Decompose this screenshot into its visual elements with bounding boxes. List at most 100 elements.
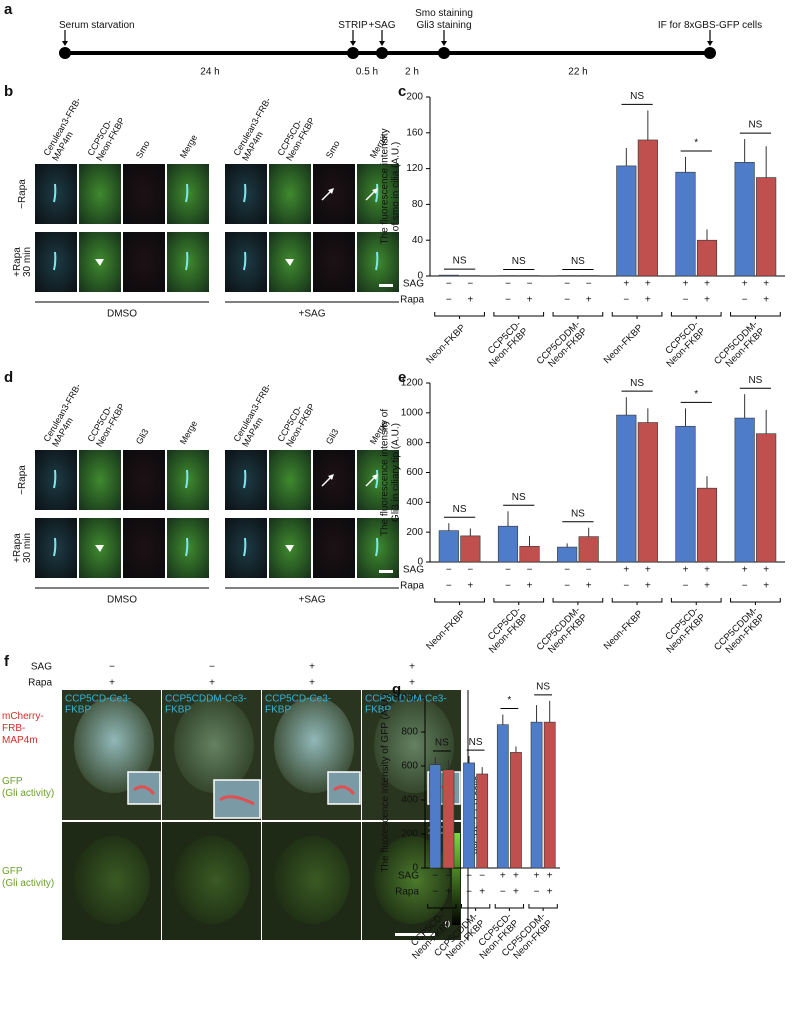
y-tick-label: 1000 (401, 407, 424, 418)
category-bracket (494, 598, 544, 605)
category-bracket (529, 904, 557, 911)
condition-sign: + (409, 678, 415, 689)
condition-sign: − (623, 581, 629, 592)
row-label-line: GFP (2, 866, 23, 877)
event-arrowhead (707, 41, 713, 46)
cell (74, 836, 150, 924)
condition-sign: + (586, 581, 592, 592)
row-label: −Rapa (17, 465, 28, 495)
condition-sign: − (467, 279, 473, 290)
x-tick-label: CCP5CDDM-Neon-FKBP (534, 605, 589, 660)
group-label: +SAG (299, 309, 326, 320)
condition-sign: − (446, 279, 452, 290)
category-bracket (671, 312, 721, 319)
condition-sign: + (704, 279, 710, 290)
row-label: Rapa (400, 295, 424, 306)
condition-sign: − (564, 581, 570, 592)
significance-label: NS (630, 91, 644, 102)
condition-sign: + (683, 279, 689, 290)
bar (477, 774, 488, 868)
y-tick-label: 800 (406, 437, 423, 448)
significance-label: NS (453, 256, 467, 267)
condition-sign: − (467, 565, 473, 576)
category-bracket (461, 904, 489, 911)
condition-sign: − (446, 871, 452, 882)
bar (617, 166, 637, 276)
category-bracket (612, 312, 662, 319)
condition-sign: + (513, 887, 519, 898)
condition-sign: + (467, 581, 473, 592)
timeline-event (376, 47, 388, 59)
significance-label: NS (435, 738, 449, 749)
event-label: +SAG (369, 20, 396, 31)
column-label: Merge (178, 133, 199, 160)
column-label: Cerulean3-FRB-MAP4m (232, 96, 282, 163)
bar (497, 725, 508, 868)
bar (463, 763, 474, 868)
x-tick-label-line: Neon-FKBP (424, 608, 468, 652)
condition-sign: − (466, 887, 472, 898)
micrograph (313, 450, 355, 510)
cell (174, 836, 250, 924)
condition-sign: + (742, 565, 748, 576)
condition-sign: + (513, 871, 519, 882)
x-tick-label: CCP5CD-Neon-FKBP (479, 605, 530, 656)
row-label: SAG (31, 662, 52, 673)
panel-letter: b (4, 83, 13, 100)
row-label: mCherry-FRB-MAP4m (2, 711, 44, 746)
y-tick-label: 80 (412, 199, 424, 210)
timeline-event (704, 47, 716, 59)
condition-sign: + (645, 279, 651, 290)
row-label-line: −Rapa (17, 465, 28, 495)
bar (756, 434, 776, 562)
event-arrowhead (62, 41, 68, 46)
bar (443, 770, 454, 868)
bar (557, 547, 577, 562)
y-tick-label: 40 (412, 235, 424, 246)
significance-label: NS (630, 378, 644, 389)
y-tick-label: 800 (401, 727, 418, 738)
bar (697, 240, 717, 276)
condition-sign: + (763, 581, 769, 592)
condition-sign: − (742, 295, 748, 306)
row-label-line: MAP4m (2, 735, 38, 746)
event-label: STRIP (338, 20, 368, 31)
interval-label: 2 h (405, 67, 419, 78)
row-label-line: (Gli activity) (2, 878, 54, 889)
condition-sign: − (446, 581, 452, 592)
row-label: Rapa (395, 887, 419, 898)
interval-label: 22 h (568, 67, 587, 78)
y-axis-label: The fluorescence intensity of GFP (A.U.) (380, 693, 391, 872)
condition-sign: + (109, 678, 115, 689)
column-label: Cerulean3-FRB-MAP4m (42, 96, 92, 163)
bar (544, 722, 555, 868)
condition-sign: − (209, 662, 215, 673)
row-label-line: GFP (2, 776, 23, 787)
row-label-line: 30 min (22, 247, 33, 277)
x-tick-label: CCP5CD-Neon-FKBP (479, 319, 530, 370)
condition-sign: − (446, 565, 452, 576)
condition-sign: − (500, 887, 506, 898)
condition-sign: + (763, 295, 769, 306)
event-label-line: +SAG (369, 20, 396, 31)
y-tick-label: 400 (406, 497, 423, 508)
condition-sign: − (564, 565, 570, 576)
condition-sign: − (586, 279, 592, 290)
column-label-line: Smo (134, 139, 152, 160)
condition-sign: + (500, 871, 506, 882)
condition-sign: + (209, 678, 215, 689)
y-axis-label-line: The fluorescence intensity (379, 128, 390, 244)
significance-label: NS (536, 682, 550, 693)
condition-sign: + (479, 887, 485, 898)
bar (498, 526, 518, 562)
significance-label: NS (512, 492, 526, 503)
condition-sign: + (623, 279, 629, 290)
interval-label: 0.5 h (356, 67, 378, 78)
x-tick-label-line: Neon-FKBP (601, 322, 645, 366)
condition-sign: + (446, 887, 452, 898)
category-bracket (435, 312, 485, 319)
x-tick-label: Neon-FKBP (424, 608, 468, 652)
y-tick-label: 600 (406, 467, 423, 478)
condition-sign: + (309, 662, 315, 673)
